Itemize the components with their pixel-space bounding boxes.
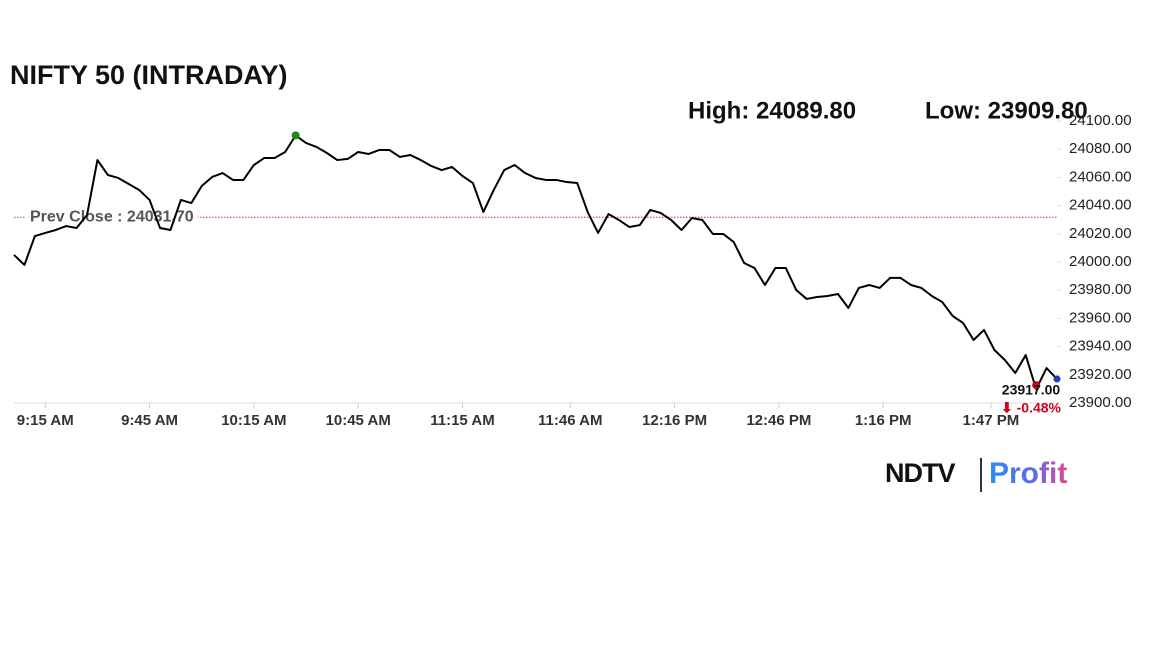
chart-title: NIFTY 50 (INTRADAY) [10,60,288,90]
x-tick-label: 1:16 PM [855,412,912,429]
series-line [13,134,1058,391]
last-value-label: 23917.00 [1002,382,1061,398]
change-label: ⬇ -0.48% [1001,400,1062,416]
y-tick-label: 23960.00 [1069,309,1132,326]
last-marker [1053,375,1061,383]
x-tick-label: 11:15 AM [430,412,494,429]
y-tick-label: 24100.00 [1069,112,1132,129]
high-marker [291,131,300,140]
y-tick-label: 24020.00 [1069,225,1132,242]
prev-close-label: Prev Close : 24031.70 [30,209,194,226]
y-tick-label: 24040.00 [1069,197,1132,214]
y-tick-label: 24080.00 [1069,140,1132,157]
x-tick-label: 12:16 PM [642,412,707,429]
x-tick-label: 11:46 AM [538,412,602,429]
low-marker [1032,381,1041,390]
y-tick-label: 24000.00 [1069,253,1132,270]
y-tick-label: 24060.00 [1069,168,1132,185]
x-tick-label: 10:45 AM [326,412,391,429]
x-tick-label: 1:47 PM [963,412,1020,429]
y-tick-label: 23940.00 [1069,338,1132,355]
y-tick-label: 23980.00 [1069,281,1132,298]
logo-product: Profit [989,457,1067,490]
x-tick-label: 10:15 AM [221,412,286,429]
high-text: High: 24089.80 [688,97,856,124]
y-tick-label: 23920.00 [1069,366,1132,383]
x-tick-label: 9:15 AM [17,412,74,429]
logo-brand: NDTV [885,458,955,488]
x-tick-label: 12:46 PM [746,412,811,429]
x-tick-label: 9:45 AM [121,412,178,429]
low-text: Low: 23909.80 [925,97,1088,124]
y-tick-label: 23900.00 [1069,394,1132,411]
